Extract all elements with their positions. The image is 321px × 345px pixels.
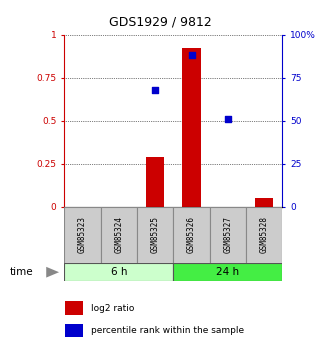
Bar xyxy=(64,263,173,281)
Text: GSM85324: GSM85324 xyxy=(114,216,123,253)
Bar xyxy=(65,324,83,337)
Bar xyxy=(210,207,246,264)
Text: percentile rank within the sample: percentile rank within the sample xyxy=(91,326,244,335)
Bar xyxy=(64,207,100,264)
Bar xyxy=(182,48,201,207)
Point xyxy=(189,52,194,58)
Text: 24 h: 24 h xyxy=(216,267,239,277)
Text: GDS1929 / 9812: GDS1929 / 9812 xyxy=(109,16,212,29)
Text: GSM85326: GSM85326 xyxy=(187,216,196,253)
Text: GSM85327: GSM85327 xyxy=(223,216,232,253)
Bar xyxy=(173,263,282,281)
Bar xyxy=(246,207,282,264)
Text: GSM85328: GSM85328 xyxy=(260,216,269,253)
Text: GSM85323: GSM85323 xyxy=(78,216,87,253)
Point xyxy=(152,87,158,92)
Point xyxy=(225,116,230,122)
Bar xyxy=(255,198,273,207)
Bar xyxy=(146,157,164,207)
Text: log2 ratio: log2 ratio xyxy=(91,304,134,313)
Bar xyxy=(173,207,210,264)
Text: GSM85325: GSM85325 xyxy=(151,216,160,253)
Bar xyxy=(65,302,83,315)
Polygon shape xyxy=(46,267,59,278)
Bar xyxy=(100,207,137,264)
Text: 6 h: 6 h xyxy=(110,267,127,277)
Bar xyxy=(137,207,173,264)
Text: time: time xyxy=(10,267,33,277)
